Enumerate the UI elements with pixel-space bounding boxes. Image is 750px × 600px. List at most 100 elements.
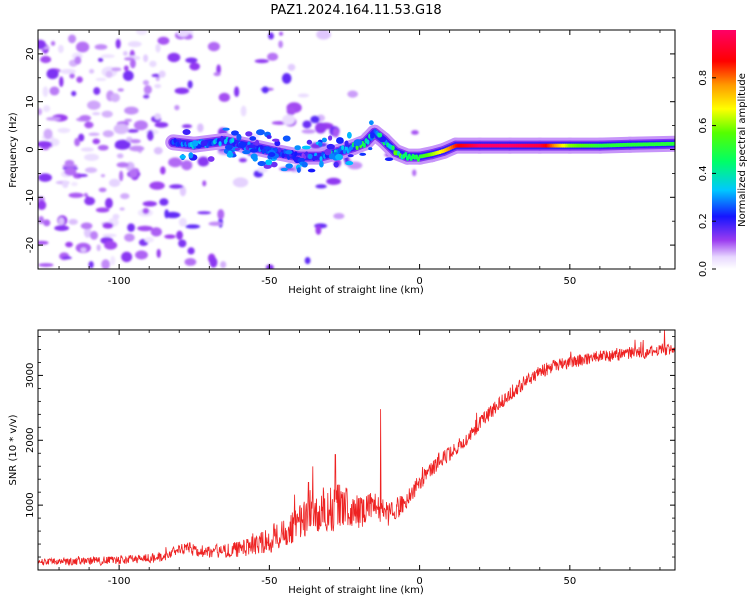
spectrogram-blob <box>123 65 129 72</box>
spectrogram-ridge-blob <box>224 144 233 150</box>
spectrogram-blob <box>240 105 247 117</box>
spectrogram-ridge-blob <box>359 152 367 156</box>
spectrogram-ridge-cell <box>672 141 675 146</box>
spectrogram-y-tick-label: 20 <box>25 48 36 61</box>
spectrogram-blob <box>412 169 417 177</box>
spectrogram-blob <box>38 39 46 50</box>
spectrogram-ridge-blob <box>207 156 215 162</box>
spectrogram-blob <box>80 222 93 230</box>
colorbar-tick-label: 0.4 <box>698 165 709 181</box>
spectrogram-x-tick-label: 0 <box>416 276 422 287</box>
spectrogram-blob <box>38 215 44 224</box>
spectrogram-blob <box>286 106 296 116</box>
spectrogram-blob <box>123 51 128 56</box>
spectrogram-blob <box>216 64 221 75</box>
spectrogram-blob <box>278 31 284 36</box>
spectrogram-blob <box>129 145 145 152</box>
spectrogram-x-ticks: -100 -50 0 50 <box>58 30 661 287</box>
spectrogram-blob <box>102 233 117 238</box>
spectrogram-blob <box>85 195 90 205</box>
spectrogram-ridge-blob <box>296 167 301 173</box>
spectrogram-blob <box>85 121 90 129</box>
spectrogram-blob <box>100 174 106 178</box>
spectrogram-ridge-blob <box>238 141 247 149</box>
spectrogram-blob <box>164 234 176 239</box>
spectrogram-blob <box>119 207 125 211</box>
spectrogram-blob <box>124 118 133 123</box>
spectrogram-blob <box>160 166 166 175</box>
spectrogram-blob <box>156 248 161 258</box>
spectrogram-ridge-blob <box>319 160 324 168</box>
spectrogram-blob <box>197 123 204 133</box>
spectrogram-ridge-cell <box>277 147 282 153</box>
spectrogram-blob <box>189 62 200 71</box>
spectrogram-blob <box>310 115 320 124</box>
snr-y-tick-label: 1000 <box>25 492 36 517</box>
spectrogram-blob <box>68 192 84 198</box>
spectrogram-ridge-cell <box>259 144 264 151</box>
spectrogram-blob <box>411 130 419 135</box>
spectrogram-blob <box>61 256 72 260</box>
spectrogram-ridge-blob <box>370 132 375 139</box>
spectrogram-blob <box>326 177 342 185</box>
spectrogram-ridge-blob <box>318 141 323 147</box>
spectrogram-y-tick-label: 0 <box>25 146 36 152</box>
spectrogram-blob <box>88 261 94 269</box>
spectrogram-blob <box>197 211 211 215</box>
spectrogram-ridge-blob <box>270 161 278 168</box>
spectrogram-blob <box>154 121 169 128</box>
snr-x-tick-label: 0 <box>416 576 422 587</box>
spectrogram-ridge-blob <box>353 139 363 146</box>
spectrogram-blob <box>80 147 94 152</box>
spectrogram-blob <box>129 58 136 69</box>
spectrogram-blob <box>77 173 88 177</box>
spectrogram-ridge-blob <box>345 160 354 166</box>
spectrogram-blob <box>120 193 130 200</box>
spectrogram-blob <box>315 184 327 189</box>
spectrogram-blob <box>121 251 133 263</box>
spectrogram-blob <box>238 158 247 163</box>
spectrogram-blob <box>105 70 113 78</box>
spectrogram-ridge-blob <box>182 129 191 136</box>
spectrogram-blob <box>304 257 311 265</box>
spectrogram-ridge-cell <box>220 135 224 141</box>
snr-series-line <box>38 330 675 567</box>
spectrogram-blob <box>111 67 122 72</box>
spectrogram-blob <box>74 56 82 65</box>
spectrogram-ridge-blob <box>346 131 352 139</box>
spectrogram-blob <box>97 144 109 151</box>
spectrogram-blob <box>301 129 316 134</box>
spectrogram-ridge-blob <box>266 134 272 139</box>
spectrogram-blob <box>142 79 150 86</box>
spectrogram-ridge-blob <box>312 155 319 161</box>
spectrogram-blob <box>112 213 120 220</box>
spectrogram-blob <box>333 213 345 220</box>
spectrogram-blob <box>155 76 160 82</box>
colorbar-tick-label: 0.6 <box>698 118 709 134</box>
spectrogram-blob <box>179 185 187 197</box>
spectrogram-blob <box>57 44 64 54</box>
spectrogram-blob <box>137 225 153 232</box>
spectrogram-blob <box>187 247 195 255</box>
spectrogram-blob <box>234 86 240 98</box>
spectrogram-ridge-blob <box>280 167 288 172</box>
spectrogram-blob <box>153 147 163 155</box>
spectrogram-blob <box>157 36 170 45</box>
spectrogram-blob <box>181 124 193 129</box>
spectrogram-blob <box>185 57 198 64</box>
spectrogram-blob <box>143 94 150 99</box>
spectrogram-blob <box>315 122 327 134</box>
spectrogram-ridge-blob <box>245 131 253 137</box>
snr-panel: -100 -50 0 50 1000 2000 3000 Height of straig… <box>8 329 676 596</box>
spectrogram-ridge-blob <box>188 152 194 159</box>
spectrogram-blob <box>168 157 183 168</box>
spectrogram-blob <box>232 177 249 188</box>
spectrogram-blob <box>143 85 152 95</box>
snr-x-tick-label: 50 <box>563 576 576 587</box>
spectrogram-blob <box>100 54 115 59</box>
spectrogram-blob <box>42 105 51 113</box>
spectrogram-blob <box>38 140 53 148</box>
spectrogram-ridge-blob <box>284 150 293 155</box>
spectrogram-blob <box>159 198 169 206</box>
